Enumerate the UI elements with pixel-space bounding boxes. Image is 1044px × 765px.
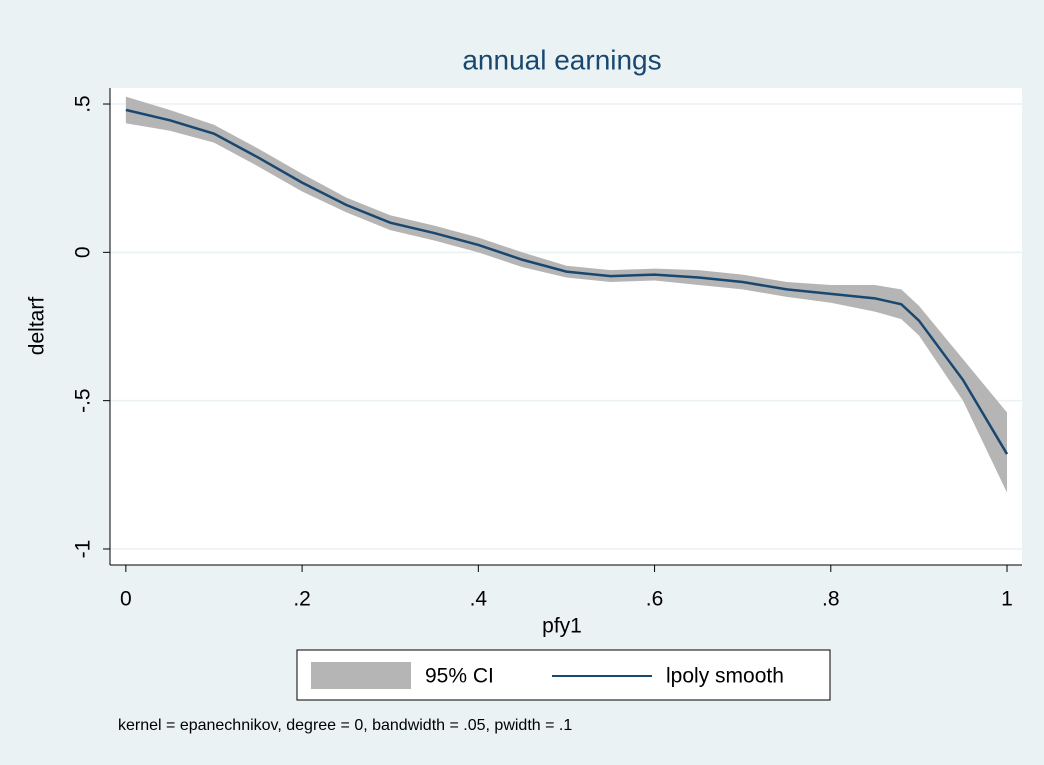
x-tick-label: .6 bbox=[646, 588, 664, 611]
chart-title: annual earnings bbox=[462, 44, 661, 75]
x-tick-label: .8 bbox=[822, 588, 840, 611]
x-tick-label: .2 bbox=[293, 588, 311, 611]
line bbox=[125, 108, 1009, 455]
y-axis-label: deltarf bbox=[26, 297, 49, 356]
legend-label: lpoly smooth bbox=[666, 665, 784, 688]
legend-label: 95% CI bbox=[425, 665, 494, 688]
x-tick-label: .4 bbox=[470, 588, 488, 611]
x-tick-label: 0 bbox=[120, 588, 132, 611]
y-tick-label: -1 bbox=[72, 540, 95, 559]
y-tick-label: -.5 bbox=[72, 388, 95, 413]
grid bbox=[110, 103, 1022, 550]
note: kernel = epanechnikov, degree = 0, bandw… bbox=[118, 717, 572, 734]
legend-items: 95% CI lpoly smooth bbox=[311, 662, 784, 689]
marks bbox=[125, 96, 1009, 493]
legend-swatch bbox=[311, 662, 411, 689]
y-tick-label: .5 bbox=[72, 95, 95, 113]
x-tick-label: 1 bbox=[1001, 588, 1013, 611]
x-axis-label: pfy1 bbox=[542, 615, 582, 638]
y-tick-label: 0 bbox=[72, 246, 95, 258]
